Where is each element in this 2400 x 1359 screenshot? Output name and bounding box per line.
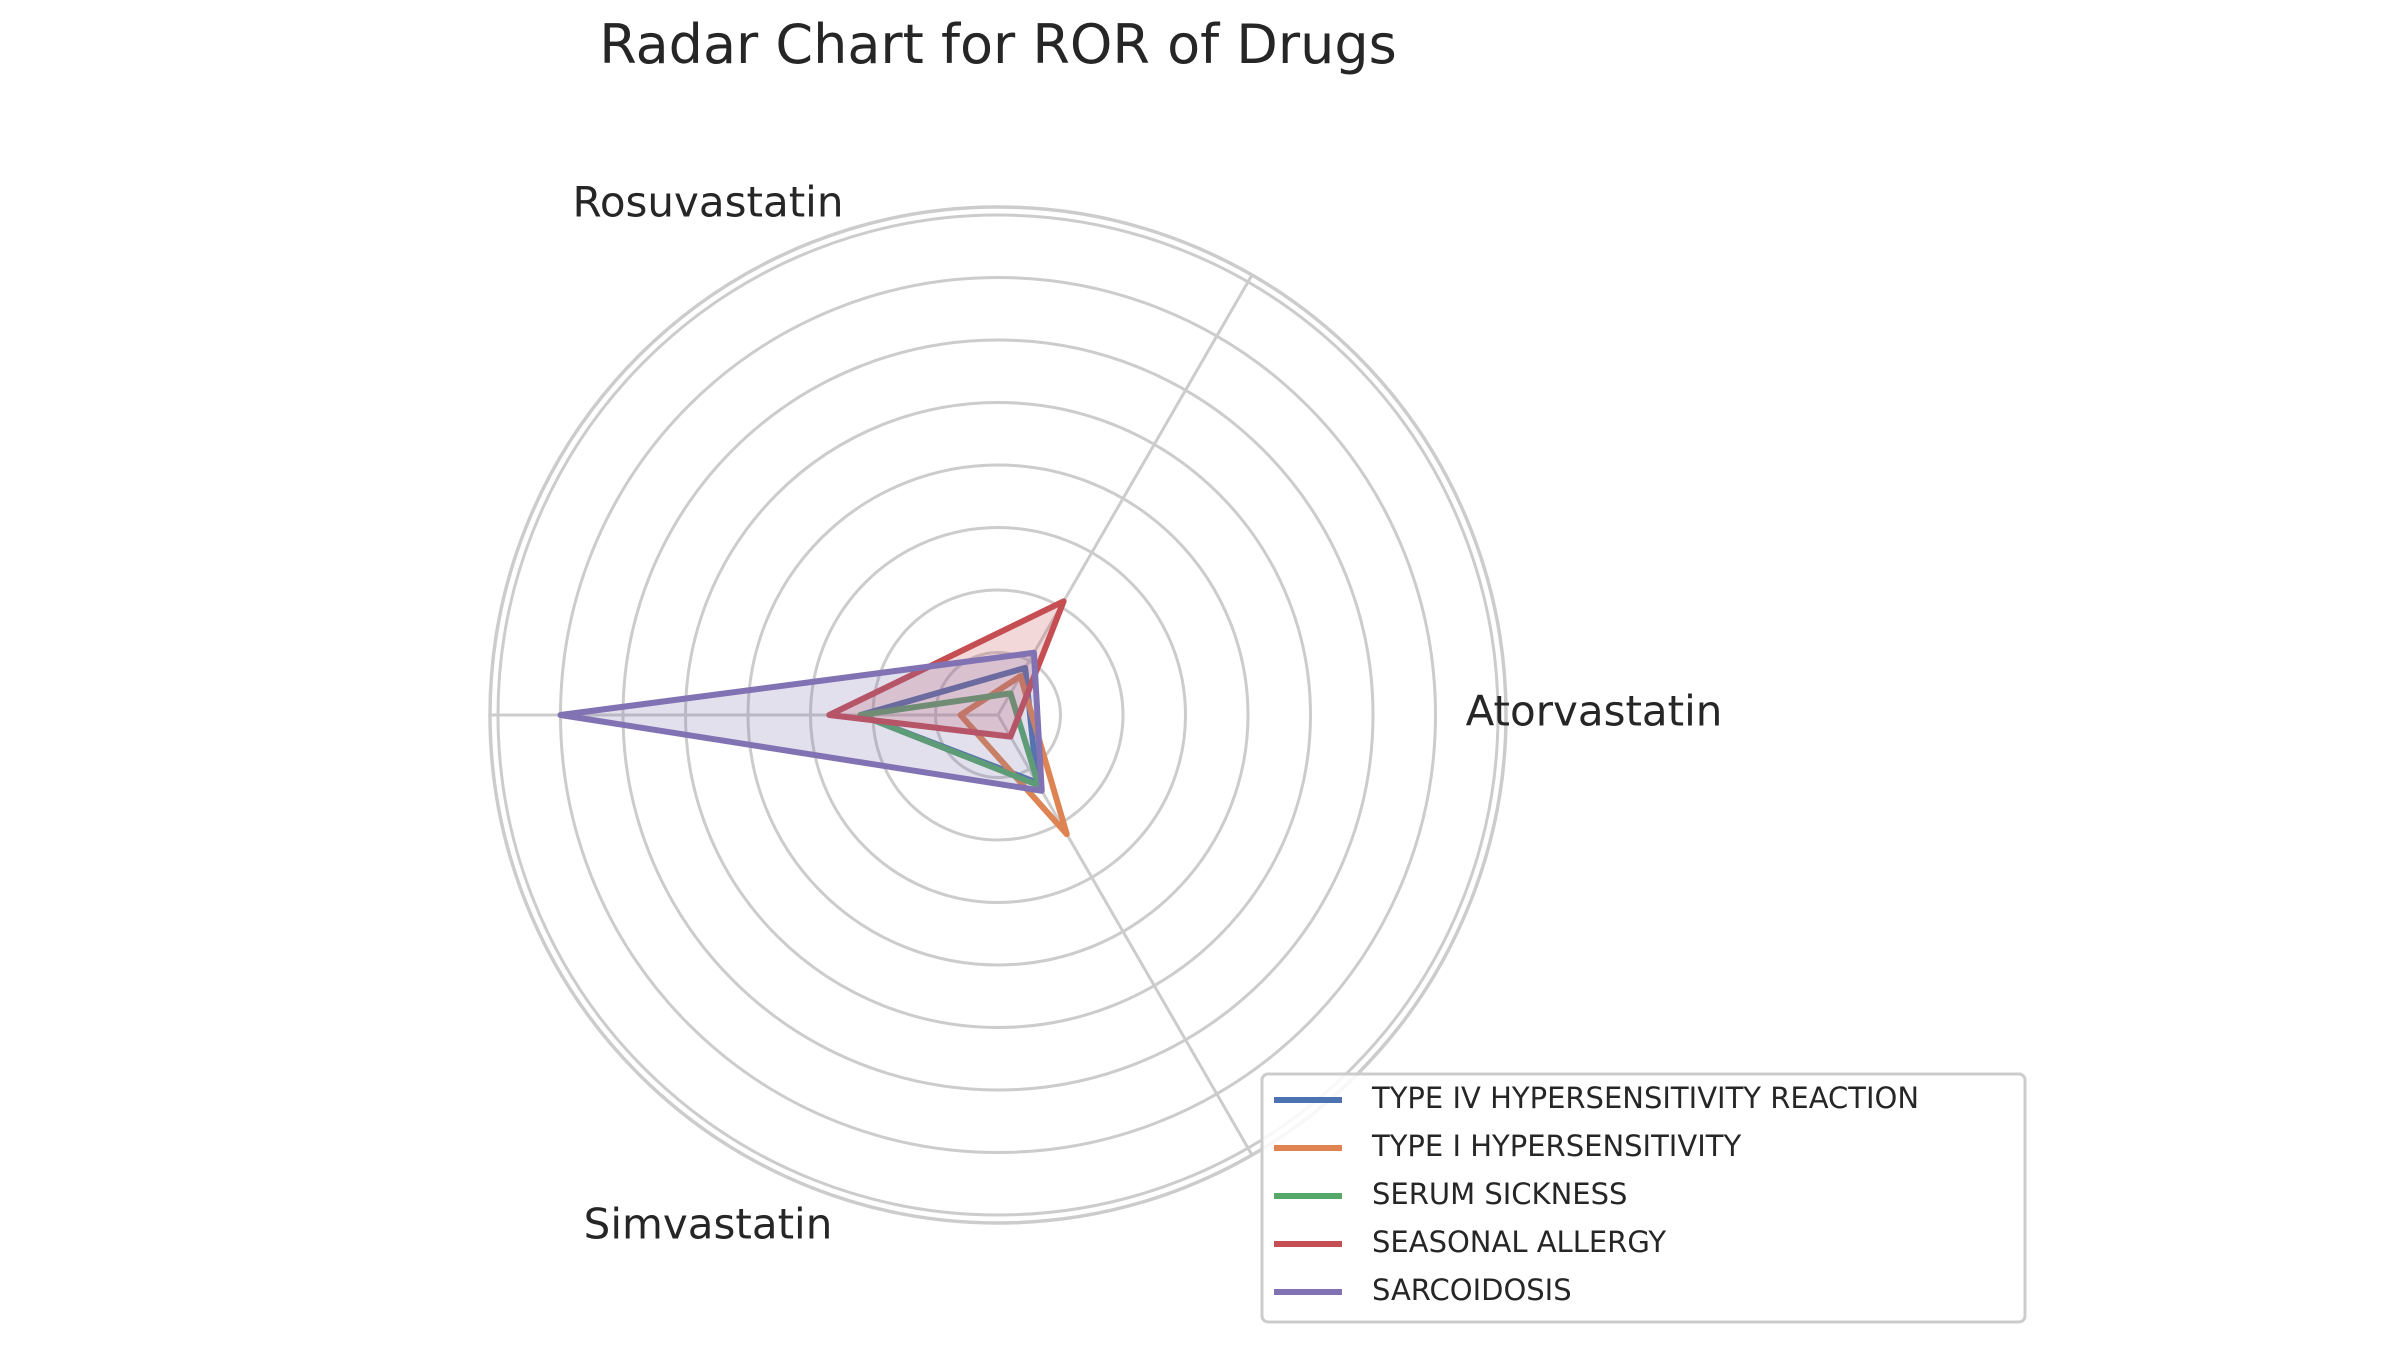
axis-label-atorvastatin: Atorvastatin	[1466, 687, 1723, 736]
legend-label: SEASONAL ALLERGY	[1372, 1225, 1666, 1259]
legend-label: TYPE I HYPERSENSITIVITY	[1371, 1129, 1741, 1163]
legend-label: TYPE IV HYPERSENSITIVITY REACTION	[1371, 1081, 1919, 1115]
series-layer	[560, 601, 1066, 834]
axis-label-simvastatin: Simvastatin	[584, 1200, 833, 1249]
legend-label: SARCOIDOSIS	[1372, 1273, 1572, 1307]
chart-title: Radar Chart for ROR of Drugs	[599, 13, 1396, 76]
axis-label-rosuvastatin: Rosuvastatin	[573, 178, 844, 227]
series-sarcoidosis	[560, 653, 1041, 791]
legend: TYPE IV HYPERSENSITIVITY REACTION TYPE I …	[1262, 1074, 2025, 1322]
series-fill	[561, 653, 1042, 791]
legend-label: SERUM SICKNESS	[1372, 1177, 1627, 1211]
